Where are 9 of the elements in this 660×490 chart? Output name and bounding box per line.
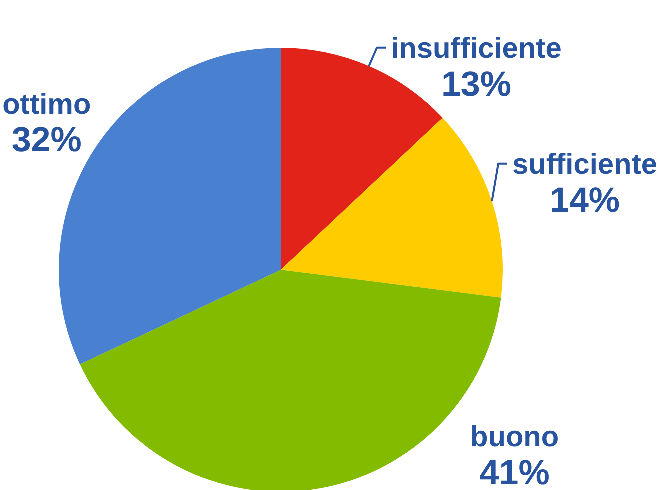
pie-slice <box>281 118 503 298</box>
data-label: 41% <box>480 454 550 490</box>
slice-label: buono <box>470 422 560 454</box>
data-label: 14% <box>550 180 620 220</box>
slice-label: ottimo <box>2 88 92 121</box>
slice-label: sufficiente <box>512 149 658 182</box>
data-label: 13% <box>441 64 512 104</box>
slice-label: insufficiente <box>391 33 562 66</box>
data-label: 32% <box>12 120 82 160</box>
